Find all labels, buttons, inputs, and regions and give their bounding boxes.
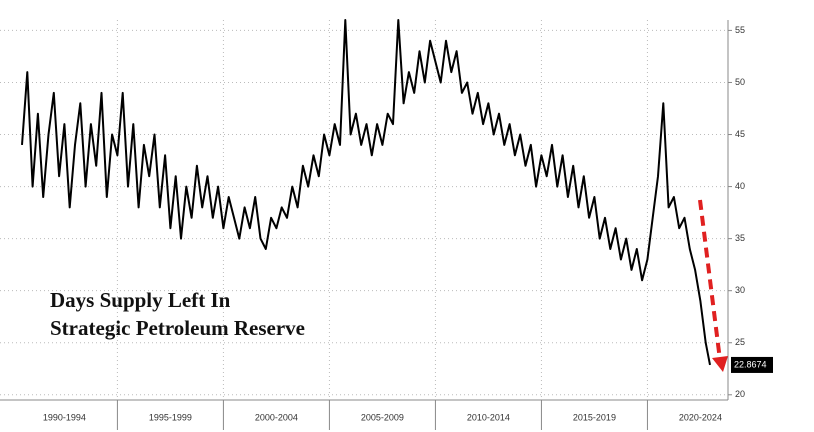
x-tick-label: 2000-2004 xyxy=(255,412,298,422)
y-tick-label: 40 xyxy=(735,181,745,191)
last-value-label: 22.8674 xyxy=(734,359,767,369)
y-tick-label: 45 xyxy=(735,129,745,139)
x-tick-label: 1990-1994 xyxy=(43,412,86,422)
chart-title: Days Supply Left In xyxy=(50,288,231,312)
x-tick-label: 2010-2014 xyxy=(467,412,510,422)
y-tick-label: 35 xyxy=(735,233,745,243)
x-tick-label: 2005-2009 xyxy=(361,412,404,422)
y-tick-label: 55 xyxy=(735,25,745,35)
x-tick-label: 2015-2019 xyxy=(573,412,616,422)
trend-arrowhead xyxy=(712,356,728,372)
trend-arrow xyxy=(698,199,722,361)
x-tick-label: 1995-1999 xyxy=(149,412,192,422)
y-tick-label: 25 xyxy=(735,337,745,347)
y-tick-label: 30 xyxy=(735,285,745,295)
y-tick-label: 50 xyxy=(735,77,745,87)
data-line xyxy=(21,19,711,366)
y-tick-label: 20 xyxy=(735,389,745,399)
chart-title: Strategic Petroleum Reserve xyxy=(50,316,305,340)
x-tick-label: 2020-2024 xyxy=(679,412,722,422)
last-value-box xyxy=(731,356,773,373)
